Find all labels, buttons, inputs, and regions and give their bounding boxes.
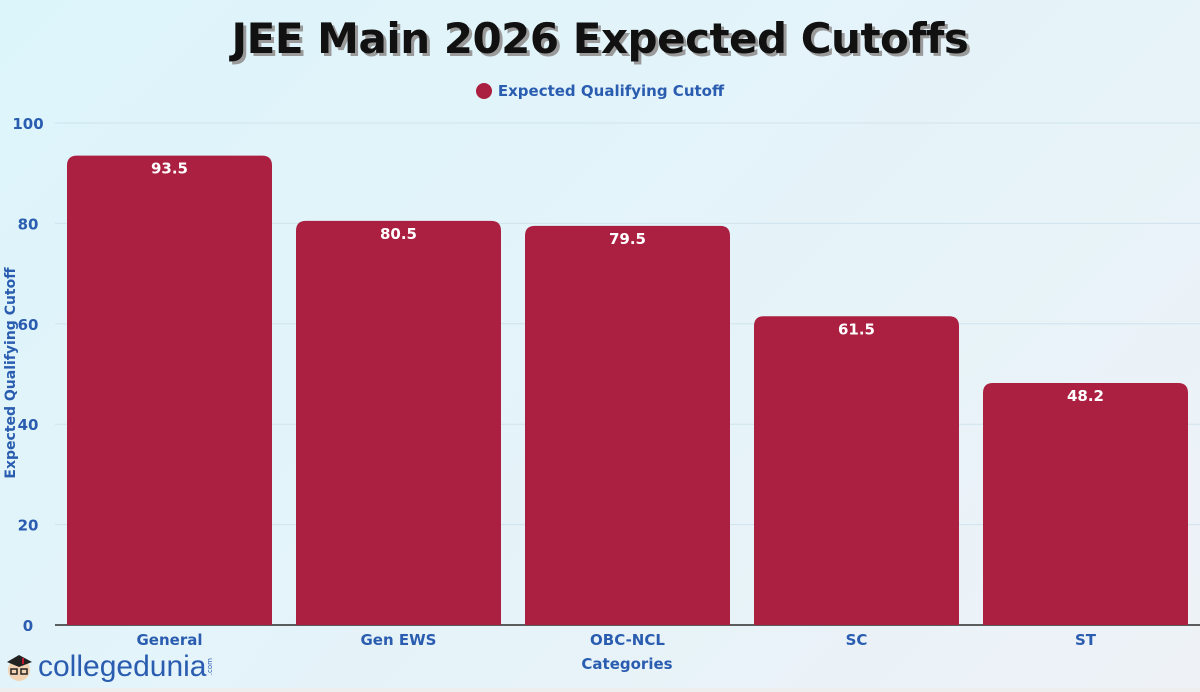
legend-label: Expected Qualifying Cutoff [497, 82, 725, 100]
data-label: 48.2 [1067, 387, 1104, 405]
legend: Expected Qualifying Cutoff [0, 82, 1200, 100]
y-tick-label: 80 [18, 215, 39, 233]
data-label: 80.5 [380, 225, 417, 243]
collegedunia-logo: collegedunia .com [4, 650, 214, 684]
chart-title: JEE Main 2026 Expected Cutoffs [231, 14, 969, 63]
bar [67, 155, 272, 625]
x-tick-label: Gen EWS [361, 631, 437, 649]
bar [525, 225, 730, 625]
y-tick-label: 0 [23, 617, 33, 635]
y-tick-label: 40 [18, 416, 39, 434]
bar [983, 383, 1188, 625]
data-label: 79.5 [609, 230, 646, 248]
logo-suffix: .com [206, 658, 215, 676]
data-label: 61.5 [838, 320, 875, 338]
x-tick-label: ST [1075, 631, 1097, 649]
y-tick-label: 20 [18, 517, 39, 535]
y-tick-label: 60 [18, 316, 39, 334]
mascot-icon [7, 655, 32, 681]
y-tick-label: 100 [12, 115, 43, 133]
x-axis-title: Categories [581, 655, 672, 673]
data-label: 93.5 [151, 160, 188, 178]
x-tick-label: OBC-NCL [590, 631, 665, 649]
x-tick-label: SC [846, 631, 868, 649]
footer-strip [0, 688, 1200, 692]
bar [754, 316, 959, 625]
x-tick-label: General [137, 631, 203, 649]
y-axis-title: Expected Qualifying Cutoff [3, 267, 19, 479]
logo-text: collegedunia [38, 650, 207, 683]
bar [296, 220, 501, 625]
legend-swatch [475, 83, 492, 99]
